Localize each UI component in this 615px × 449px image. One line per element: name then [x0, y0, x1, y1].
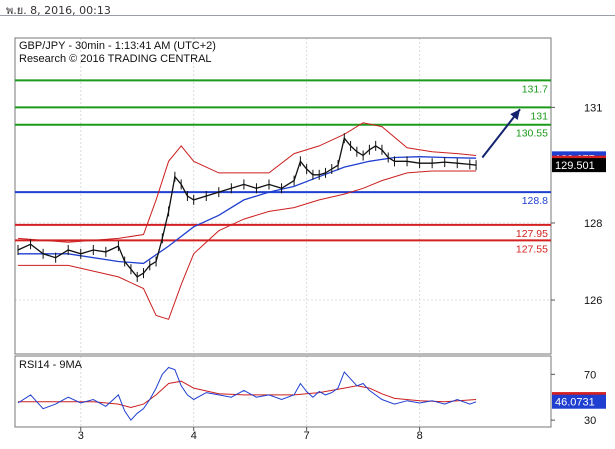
chart-text: 131.7 131 130.55 128.8 127.95 127.55 126 128 131… — [19, 40, 602, 442]
level-label: 130.55 — [516, 128, 548, 140]
price-tick-label: 131 — [584, 102, 602, 114]
chart-frame — [14, 37, 552, 428]
rsi-tick-label: 30 — [584, 415, 596, 427]
axis-value-box — [552, 158, 606, 173]
chart-subtitle: Research © 2016 TRADING CENTRAL — [19, 53, 212, 65]
bollinger-lower-line — [18, 170, 477, 320]
price-tick-label: 128 — [584, 218, 602, 230]
level-label: 128.8 — [522, 195, 548, 207]
projection-arrow-head — [510, 109, 520, 121]
x-tick-label: 4 — [191, 430, 197, 442]
price-line — [17, 136, 477, 278]
rsi-panel-frame — [14, 355, 552, 428]
price-panel-frame — [14, 37, 552, 355]
axis-value-box — [552, 394, 606, 409]
price-tick-label: 126 — [584, 295, 602, 307]
rsi-tick-label: 70 — [584, 369, 596, 381]
header-divider — [0, 15, 615, 16]
price-boxes: 129.677129.565129.50148.380346.0731 — [552, 151, 606, 409]
axis-value-label: 46.0731 — [555, 397, 595, 409]
timestamp: พ.ย. 8, 2016, 00:13 — [6, 4, 111, 17]
projection-arrow-line — [481, 108, 521, 159]
x-tick-label: 3 — [78, 430, 84, 442]
chart-title: GBP/JPY - 30min - 1:13:41 AM (UTC+2) — [19, 40, 216, 52]
moving-average-line — [18, 156, 477, 265]
level-lines — [15, 79, 551, 242]
rsi-panel-title: RSI14 - 9MA — [19, 359, 83, 371]
x-tick-label: 8 — [417, 430, 423, 442]
level-label: 127.55 — [516, 243, 548, 255]
rsi-line — [17, 366, 477, 421]
axis-value-label: 129.501 — [555, 160, 595, 172]
bollinger-upper-line — [17, 122, 477, 243]
series-lines — [17, 108, 521, 421]
rsi-ma-line — [18, 380, 477, 409]
level-label: 131.7 — [522, 83, 548, 95]
level-label: 131 — [530, 110, 548, 122]
grid-lines — [15, 38, 551, 427]
level-label: 127.95 — [516, 228, 548, 240]
x-tick-label: 7 — [304, 430, 310, 442]
